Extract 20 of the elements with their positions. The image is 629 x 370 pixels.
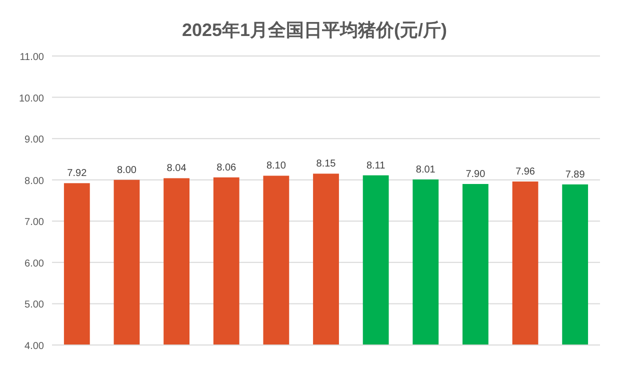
y-tick-label: 9.00 — [24, 134, 44, 146]
y-tick-label: 11.00 — [20, 52, 44, 63]
data-label: 7.90 — [466, 168, 486, 180]
data-label: 8.01 — [416, 164, 436, 176]
data-label: 8.04 — [166, 163, 187, 174]
data-label: 8.11 — [366, 160, 386, 172]
y-tick-label: 4.00 — [24, 341, 44, 352]
y-tick-label: 10.00 — [18, 93, 44, 104]
y-tick-label: 6.00 — [24, 258, 44, 270]
data-label: 7.92 — [67, 168, 88, 180]
data-label: 8.10 — [266, 160, 286, 172]
data-label: 7.96 — [516, 166, 536, 178]
y-tick-label: 7.00 — [24, 217, 44, 228]
data-label: 8.06 — [216, 162, 237, 174]
data-label: 8.15 — [316, 158, 336, 170]
chart-title: 2025年1月全国日平均猪价(元/斤) — [182, 20, 448, 40]
data-label: 7.89 — [565, 169, 586, 180]
y-tick-label: 8.00 — [24, 176, 44, 187]
data-label: 8.00 — [116, 164, 137, 176]
y-tick-label: 5.00 — [24, 300, 44, 311]
